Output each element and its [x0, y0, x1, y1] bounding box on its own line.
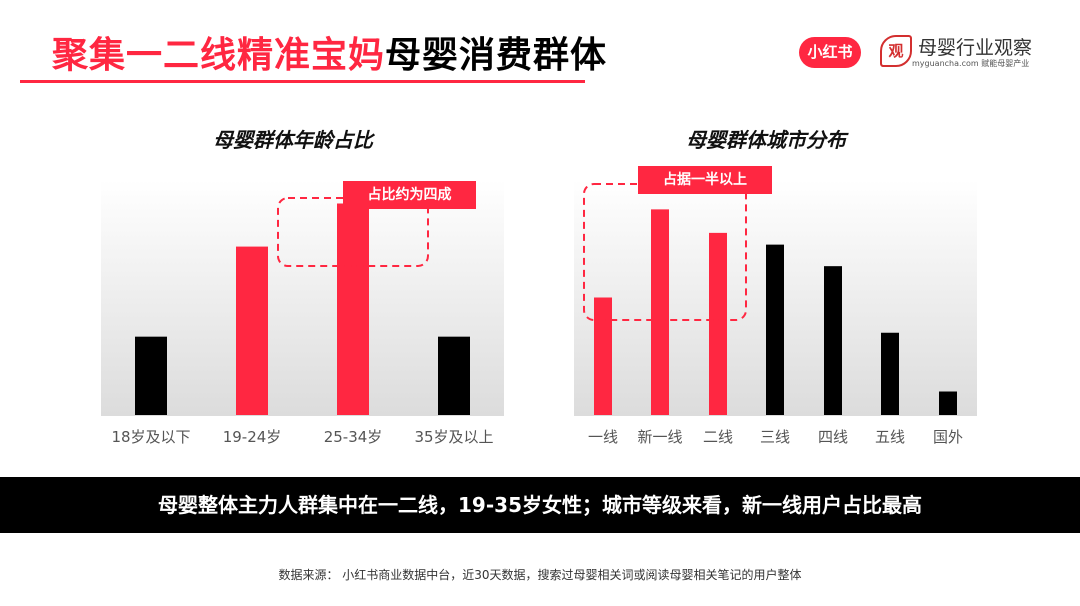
brand-name: 母婴行业观察: [918, 37, 1033, 59]
city-tick-label: 一线: [588, 428, 618, 446]
age-annotation-label: 占比约为四成: [343, 181, 476, 209]
brand-mark-icon: 观: [880, 35, 912, 67]
city-tick-label: 新一线: [637, 428, 682, 446]
city-bar: [594, 297, 612, 415]
page-title: 聚集一二线精准宝妈母婴消费群体: [52, 26, 607, 78]
age-bar: [337, 203, 369, 415]
age-tick-label: 35岁及以上: [414, 428, 493, 446]
page-title-rest: 母婴消费群体: [385, 35, 608, 76]
city-tick-label: 二线: [703, 428, 733, 446]
age-bar: [438, 336, 470, 415]
city-bar: [709, 232, 727, 415]
summary-banner: 母婴整体主力人群集中在一二线，19-35岁女性；城市等级来看，新一线用户占比最高: [0, 477, 1080, 533]
city-tick-label: 三线: [760, 428, 790, 446]
age-bar: [135, 336, 167, 415]
age-chart-title: 母婴群体年龄占比: [213, 128, 373, 152]
data-source-note: 数据来源： 小红书商业数据中台，近30天数据，搜索过母婴相关词或阅读母婴相关笔记…: [278, 568, 802, 582]
age-tick-label: 18岁及以下: [111, 428, 190, 446]
city-annotation-label: 占据一半以上: [638, 166, 772, 194]
age-chart-panel: [101, 180, 504, 416]
city-bar: [881, 332, 899, 415]
city-bar: [824, 266, 842, 415]
city-bar: [651, 209, 669, 415]
city-tick-label: 五线: [875, 428, 905, 446]
age-tick-label: 19-24岁: [223, 428, 282, 446]
city-bar: [766, 244, 784, 415]
brand-url: myguancha.com 赋能母婴产业: [912, 59, 1030, 68]
page-title-accent: 聚集一二线精准宝妈: [52, 35, 386, 76]
title-underline: [20, 80, 585, 83]
city-tick-label: 四线: [818, 428, 848, 446]
city-highlight-box: [583, 183, 747, 321]
xiaohongshu-logo: 小红书: [799, 37, 861, 68]
city-tick-label: 国外: [933, 428, 963, 446]
age-tick-label: 25-34岁: [324, 428, 383, 446]
city-bar: [939, 391, 957, 415]
city-chart-title: 母婴群体城市分布: [686, 128, 846, 152]
age-bar: [236, 246, 268, 415]
